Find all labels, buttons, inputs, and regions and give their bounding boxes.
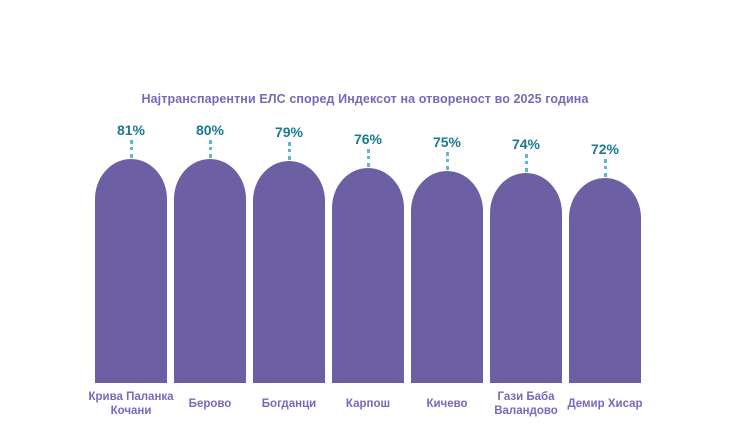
value-label: 72% — [590, 141, 620, 157]
leader-dotted-line — [524, 154, 528, 172]
bar — [332, 168, 404, 383]
bar-column: 72% — [569, 123, 641, 383]
bar — [490, 173, 562, 383]
plot-area: 81% 80% 79% 76% 75% 74% 72% — [95, 123, 641, 383]
bar — [95, 158, 167, 383]
bar — [253, 161, 325, 383]
category-label: Кичево — [411, 387, 483, 421]
value-label: 76% — [353, 131, 383, 147]
category-label-line: Демир Хисар — [567, 397, 643, 410]
category-label: Карпош — [332, 387, 404, 421]
category-label-line: Валандово — [494, 405, 558, 417]
bar-column: 74% — [490, 123, 562, 383]
bar — [411, 171, 483, 383]
bar-column: 81% — [95, 123, 167, 383]
category-label: Демир Хисар — [567, 387, 643, 421]
category-label-line: Крива Паланка — [88, 390, 174, 403]
bar-column: 75% — [411, 123, 483, 383]
value-label: 75% — [432, 134, 462, 150]
category-label-line: Кочани — [110, 405, 152, 417]
category-label: Богданци — [253, 387, 325, 421]
bar-column: 79% — [253, 123, 325, 383]
category-label-line: Берово — [188, 397, 232, 410]
leader-dotted-line — [603, 159, 607, 177]
category-label: Берово — [174, 387, 246, 421]
bar — [174, 158, 246, 383]
x-axis-labels: Крива Паланка Кочани Берово Богданци Карпош К… — [88, 387, 643, 421]
bar-column: 76% — [332, 123, 404, 383]
value-label: 80% — [195, 122, 225, 138]
category-label: Гази Баба Валандово — [490, 387, 562, 421]
bar-column: 80% — [174, 123, 246, 383]
value-label: 79% — [274, 124, 304, 140]
leader-dotted-line — [208, 140, 212, 158]
value-label: 74% — [511, 136, 541, 152]
category-label-line: Кичево — [426, 397, 468, 410]
leader-dotted-line — [366, 149, 370, 167]
category-label-line: Гази Баба — [497, 390, 555, 403]
value-label: 81% — [116, 122, 146, 138]
category-label: Крива Паланка Кочани — [88, 387, 173, 421]
leader-dotted-line — [287, 142, 291, 160]
category-label-line: Богданци — [261, 397, 317, 410]
leader-dotted-line — [445, 152, 449, 170]
leader-dotted-line — [129, 140, 133, 158]
chart-title: Најтранспарентни ЕЛС според Индексот на … — [141, 92, 589, 106]
bar — [569, 178, 641, 383]
category-label-line: Карпош — [345, 397, 391, 410]
